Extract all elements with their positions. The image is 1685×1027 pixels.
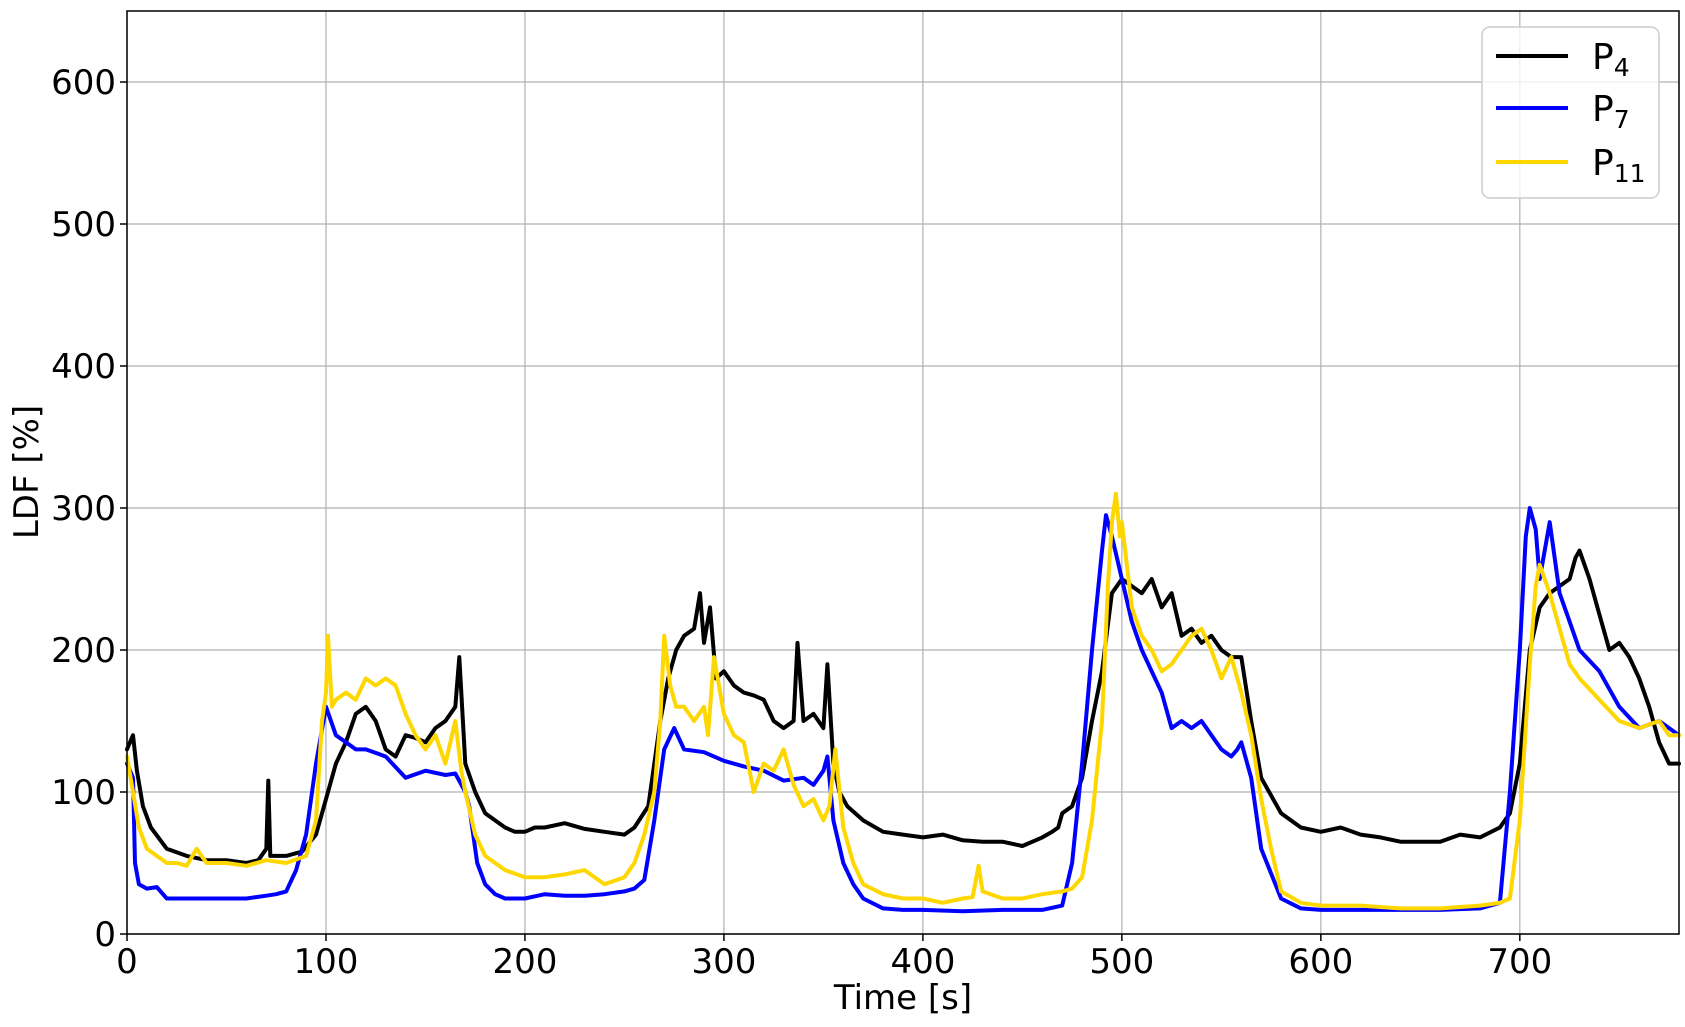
series-line-p11: [125, 491, 1681, 911]
y-axis-label: LDF [%]: [7, 405, 47, 539]
legend: P4 P7 P11: [1481, 26, 1660, 199]
x-tick-label: 200: [492, 942, 557, 982]
x-tick-label: 100: [294, 942, 359, 982]
y-tick-label: 400: [51, 347, 116, 387]
x-axis-label: Time [s]: [833, 978, 972, 1018]
x-tick-label: 400: [890, 942, 955, 982]
y-tick-label: 600: [51, 63, 116, 103]
y-tick-label: 500: [51, 205, 116, 245]
y-tick-label: 300: [51, 489, 116, 529]
legend-label-p11: P11: [1592, 143, 1646, 188]
x-tick-label: 300: [691, 942, 756, 982]
y-tick-label: 100: [51, 773, 116, 813]
legend-label-p7: P7: [1592, 89, 1630, 134]
legend-label-p4: P4: [1592, 37, 1630, 82]
x-tick-label: 700: [1487, 942, 1552, 982]
tick-layer: 0 100 200 300 400 500 600 700 0 100 200 300 400 500 60…: [51, 63, 1552, 982]
plot-frame: [126, 10, 1680, 935]
y-tick-label: 200: [51, 631, 116, 671]
legend-box: [1481, 26, 1660, 199]
grid: [126, 11, 1679, 935]
series-line-p4: [125, 548, 1681, 865]
x-tick-label: 600: [1288, 942, 1353, 982]
x-tick-label: 0: [116, 942, 138, 982]
x-tick-label: 500: [1089, 942, 1154, 982]
series-layer: [125, 491, 1681, 914]
y-tick-label: 0: [94, 915, 116, 955]
